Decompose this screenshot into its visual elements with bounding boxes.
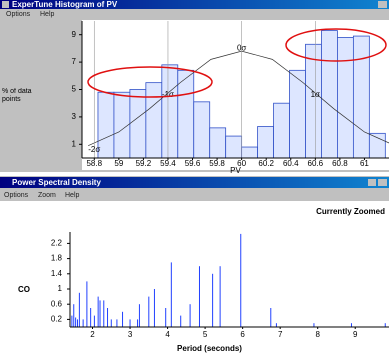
x-tick-label: 4 [165, 330, 170, 339]
highlight [285, 28, 387, 62]
x-axis-label: PV [230, 166, 241, 175]
x-tick-label: 60.2 [258, 159, 274, 168]
bar [209, 127, 227, 159]
bar [273, 102, 290, 159]
bar [129, 89, 147, 159]
y-tick-label: 0.2 [51, 315, 63, 324]
bar [368, 132, 386, 159]
x-tick-label: 60.6 [308, 159, 324, 168]
x-tick-label: 59.2 [136, 159, 152, 168]
x-tick-label: 58.8 [86, 159, 102, 168]
y-tick-label: 1.4 [51, 269, 63, 278]
x-tick-label: 5 [203, 330, 208, 339]
x-tick-label: 59.6 [185, 159, 201, 168]
bar [193, 101, 211, 159]
menu-item[interactable]: Help [40, 11, 55, 18]
annotation: -1σ [162, 90, 174, 99]
x-tick-label: 59.4 [160, 159, 176, 168]
x-tick-label: 6 [240, 330, 245, 339]
bar [289, 69, 306, 159]
y-tick-label: 1 [72, 139, 77, 148]
x-axis-label: Period (seconds) [177, 344, 242, 353]
x-tick-label: 3 [128, 330, 133, 339]
minimize-button[interactable] [368, 179, 376, 186]
x-tick-label: 59.8 [209, 159, 225, 168]
annotation: 0σ [237, 44, 246, 53]
y-tick-label: 1.8 [51, 254, 63, 263]
window-title: Power Spectral Density [12, 178, 101, 187]
title-bar [0, 0, 389, 9]
x-tick-label: 8 [315, 330, 320, 339]
bar [352, 35, 370, 159]
status-label: Currently Zoomed [316, 207, 385, 216]
bar [241, 146, 259, 159]
annotation: 1σ [311, 90, 320, 99]
bar [257, 126, 274, 159]
bar [305, 43, 322, 159]
menu-item[interactable]: Options [6, 11, 31, 18]
x-tick-label: 59 [114, 159, 123, 168]
y-tick-label: 3 [72, 112, 77, 121]
x-tick-label: 7 [278, 330, 283, 339]
y-tick-label: 0.6 [51, 299, 63, 308]
bar [337, 37, 354, 159]
x-tick-label: 9 [353, 330, 358, 339]
close-button[interactable] [378, 179, 387, 186]
annotation: -2σ [88, 145, 100, 154]
y-axis-label: % of data points [2, 88, 32, 103]
x-tick-label: 61 [360, 159, 369, 168]
bar [97, 91, 115, 159]
window-icon [2, 1, 9, 8]
y-tick-label: 7 [72, 57, 77, 66]
bar [161, 64, 179, 159]
y-axis-label: CO [18, 285, 30, 294]
y-tick-label: 2.2 [51, 239, 63, 248]
plot-area [0, 201, 389, 356]
y-tick-label: 5 [72, 85, 77, 94]
window-title: ExperTune Histogram of PV [12, 0, 118, 9]
highlight [87, 66, 213, 98]
menu-item[interactable]: Options [4, 192, 29, 199]
bar [225, 135, 243, 159]
title-bar [0, 177, 389, 188]
y-tick-label: 9 [72, 30, 77, 39]
x-tick-label: 60 [237, 159, 246, 168]
bar [321, 30, 338, 159]
x-tick-label: 2 [90, 330, 95, 339]
x-tick-label: 60.4 [283, 159, 299, 168]
bar [145, 82, 163, 159]
y-tick-label: 1 [58, 284, 63, 293]
x-tick-label: 60.8 [332, 159, 348, 168]
bar [177, 69, 195, 159]
menu-item[interactable]: Help [65, 192, 80, 199]
menu-item[interactable]: Zoom [38, 192, 56, 199]
close-button[interactable] [378, 1, 387, 8]
y-label-box: % of data points [2, 88, 32, 103]
